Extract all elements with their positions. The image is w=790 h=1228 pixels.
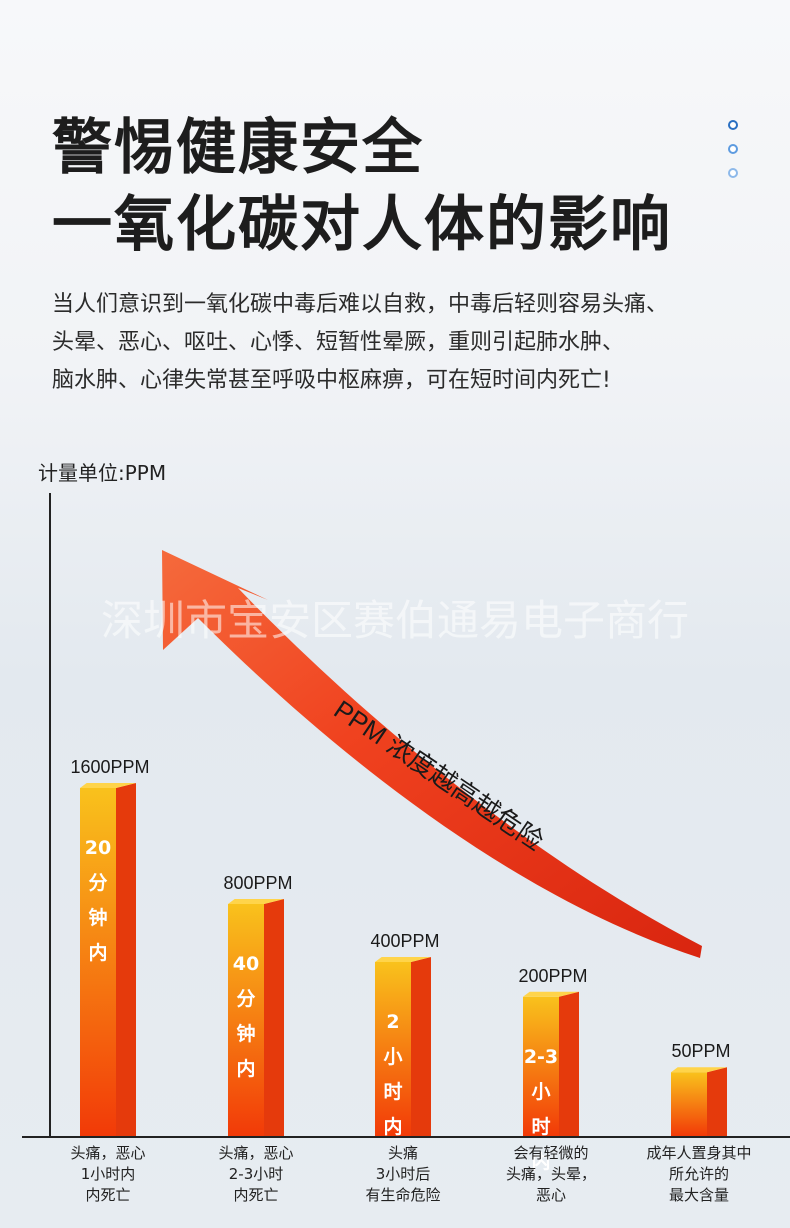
x-category-label-5-line-3: 最大含量 (669, 1186, 729, 1204)
trend-arrow-shape (162, 550, 702, 958)
bar-3-inline-text-4: 内 (383, 1115, 402, 1138)
bar-side-2 (264, 899, 284, 1136)
bar-1-inline-text-4: 内 (88, 941, 107, 964)
bar-top-2 (228, 899, 284, 904)
intro-line-3: 脑水肿、心律失常甚至呼吸中枢麻痹，可在短时间内死亡! (52, 368, 611, 393)
x-category-label-2-line-3: 内死亡 (233, 1186, 278, 1204)
bar-front-3 (375, 962, 411, 1136)
x-category-label-3-line-2: 3小时后 (376, 1165, 431, 1183)
bar-3-inline-text-3: 时 (383, 1081, 402, 1103)
bar-2-inline-text-2: 分 (236, 988, 255, 1010)
x-category-label-5-line-1: 成年人置身其中 (646, 1144, 751, 1162)
bar-4-inline-text-4: 内 (531, 1150, 550, 1173)
watermark-text: 深圳市宝安区赛伯通易电子商行 (101, 596, 689, 645)
page-indicator (728, 120, 742, 192)
y-axis-unit-label: 计量单位:PPM (38, 461, 167, 485)
bar-2-inline-text-3: 钟 (236, 1022, 255, 1045)
x-category-label-5-line-2: 所允许的 (669, 1165, 729, 1183)
bar-front-4 (523, 996, 559, 1136)
bar-side-5 (707, 1067, 727, 1136)
bar-4-inline-text-1: 2-3 (524, 1046, 558, 1068)
bar-4-inline-text-3: 时 (531, 1116, 550, 1138)
bar-front-5 (671, 1072, 707, 1136)
x-category-label-2-line-1: 头痛，恶心 (218, 1144, 293, 1162)
bar-top-1 (80, 783, 136, 788)
x-category-label-1-line-1: 头痛，恶心 (70, 1144, 145, 1162)
bar-value-label-5: 50PPM (671, 1041, 730, 1061)
bar-series: 1600PPM20分钟内头痛，恶心1小时内内死亡800PPM40分钟内头痛，恶心… (70, 757, 751, 1204)
bar-top-4 (523, 991, 579, 997)
bar-1-inline-text-3: 钟 (88, 906, 107, 929)
intro-paragraph: 当人们意识到一氧化碳中毒后难以自救，中毒后轻则容易头痛、 头晕、恶心、呕吐、心悸… (52, 286, 752, 400)
x-category-label-1-line-3: 内死亡 (85, 1186, 130, 1204)
bar-3-inline-text-1: 2 (386, 1011, 399, 1033)
bar-4-inline-text-2: 小 (531, 1081, 550, 1103)
bar-value-label-4: 200PPM (518, 966, 587, 986)
page-dot-3 (728, 168, 738, 178)
x-category-label-3-line-1: 头痛 (388, 1144, 418, 1162)
bar-2-inline-text-1: 40 (233, 953, 259, 975)
bar-side-1 (116, 783, 136, 1136)
bar-3-inline-text-2: 小 (383, 1046, 402, 1068)
bar-front-2 (228, 904, 264, 1136)
bar-value-label-2: 800PPM (223, 873, 292, 893)
intro-line-2: 头晕、恶心、呕吐、心悸、短暂性晕厥，重则引起肺水肿、 (52, 330, 625, 355)
intro-line-1: 当人们意识到一氧化碳中毒后难以自救，中毒后轻则容易头痛、 (52, 292, 669, 317)
bar-side-3 (411, 957, 431, 1136)
page-title-line2: 一氧化碳对人体的影响 (52, 190, 672, 260)
page-title-line1: 警惕健康安全 (52, 113, 424, 183)
x-category-label-1-line-2: 1小时内 (81, 1165, 136, 1183)
x-category-label-4-line-3: 恶心 (536, 1186, 566, 1204)
bar-value-label-3: 400PPM (370, 931, 439, 951)
x-category-label-2-line-2: 2-3小时 (229, 1165, 284, 1183)
bar-value-label-1: 1600PPM (70, 757, 149, 777)
x-category-label-4-line-2: 头痛，头晕， (506, 1165, 596, 1183)
bar-side-4 (559, 991, 579, 1136)
bar-1-inline-text-1: 20 (85, 837, 111, 859)
page-dot-2 (728, 144, 738, 154)
page-dot-1 (728, 120, 738, 130)
x-category-label-4-line-1: 会有轻微的 (513, 1144, 588, 1162)
bar-front-1 (80, 788, 116, 1136)
x-category-label-3-line-3: 有生命危险 (365, 1186, 440, 1204)
bar-1-inline-text-2: 分 (88, 872, 107, 894)
bar-top-5 (671, 1067, 727, 1073)
bar-top-3 (375, 957, 431, 962)
chart-axes (22, 493, 790, 1138)
bar-2-inline-text-4: 内 (236, 1057, 255, 1080)
trend-annotation: PPM 浓度越高越危险 (329, 694, 549, 856)
